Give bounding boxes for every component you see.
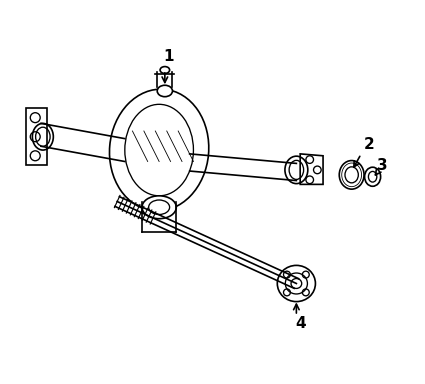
Ellipse shape xyxy=(157,85,173,97)
Text: 2: 2 xyxy=(363,137,374,152)
Ellipse shape xyxy=(110,89,209,211)
Ellipse shape xyxy=(339,161,364,189)
Text: 3: 3 xyxy=(377,158,388,173)
Ellipse shape xyxy=(277,265,315,301)
Ellipse shape xyxy=(365,167,381,186)
Ellipse shape xyxy=(285,156,308,184)
Ellipse shape xyxy=(160,66,170,73)
Text: 4: 4 xyxy=(295,316,306,331)
Ellipse shape xyxy=(142,196,176,218)
Text: 1: 1 xyxy=(163,49,174,64)
